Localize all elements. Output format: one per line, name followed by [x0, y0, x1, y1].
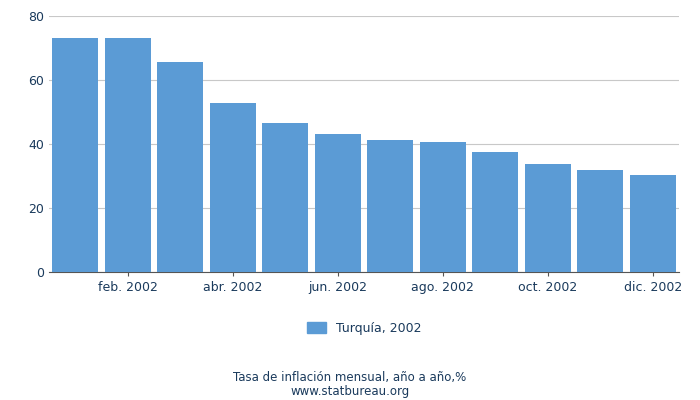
Bar [210, 103, 256, 272]
Text: www.statbureau.org: www.statbureau.org [290, 385, 410, 398]
Bar [157, 62, 203, 272]
Text: Tasa de inflación mensual, año a año,%: Tasa de inflación mensual, año a año,% [233, 372, 467, 384]
Bar [578, 170, 624, 272]
Bar [105, 38, 151, 272]
Legend: Turquía, 2002: Turquía, 2002 [302, 317, 426, 340]
Bar [472, 152, 518, 272]
Bar [262, 123, 309, 272]
Bar [525, 164, 571, 272]
Bar [314, 134, 361, 272]
Bar [367, 140, 413, 272]
Bar [630, 175, 676, 272]
Bar [52, 38, 98, 272]
Bar [419, 142, 466, 272]
